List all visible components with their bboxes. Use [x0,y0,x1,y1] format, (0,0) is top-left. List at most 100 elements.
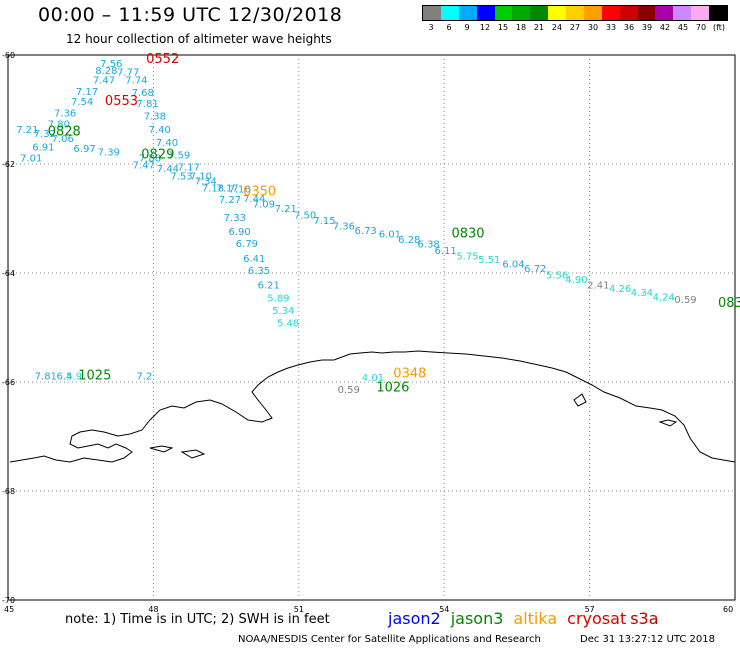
colorbar-label: 6 [446,23,452,32]
wave-height-label: 7.17 [216,183,238,194]
pass-time-label: 0348 [393,367,426,382]
wave-height-label: 7.16 [229,184,251,195]
colorbar-swatch [476,6,495,20]
wave-height-label: 5.9 [66,371,82,382]
latitude-tick-label: -70 [2,596,15,605]
colorbar-swatch [423,6,441,20]
wave-height-label: 7.17 [76,87,98,98]
wave-height-label: 7.36 [333,221,355,232]
satellite-legend-cryosat: cryosat [567,609,627,628]
wave-height-label: 6.28 [398,235,420,246]
wave-height-label: 5.34 [272,306,294,317]
longitude-tick-label: 54 [439,605,449,614]
wave-height-label: 7.80 [48,119,70,130]
latitude-tick-label: -64 [2,269,15,278]
colorbar-swatch [566,6,584,20]
wave-height-label: 6.72 [524,264,546,275]
wave-height-label: 7.38 [144,111,166,122]
longitude-tick-label: 51 [294,605,304,614]
colorbar-swatch [601,6,620,20]
wave-height-label: 7.59 [168,151,190,162]
wave-height-label: 7.09 [253,200,275,211]
wave-height-label: 7.47 [133,160,155,171]
graticule [8,55,735,600]
wave-height-label: 6.4 [56,371,72,382]
wave-height-label: 7.34 [195,177,217,188]
wave-height-label: 7.47 [93,75,115,86]
longitude-tick-label: 45 [4,605,14,614]
wave-height-label: 7.21 [275,204,297,215]
wave-height-label: 7.06 [52,134,74,145]
wave-height-label: 5.56 [546,270,568,281]
satellite-legend: jason2 jason3 altika cryosat s3a [388,609,669,628]
colorbar-label: 15 [497,23,509,32]
wave-height-label: 7.2 [136,371,152,382]
wave-height-label: 7.44 [243,194,265,205]
generated-timestamp: Dec 31 13:27:12 UTC 2018 [580,634,715,645]
longitude-tick-label: 60 [723,605,733,614]
wave-height-label: 7.56 [100,59,122,70]
wave-height-label: 5.51 [478,255,500,266]
colorbar-label: 12 [479,23,491,32]
colorbar-swatch [637,6,656,20]
wave-height-label: 2.41 [587,280,609,291]
wave-height-label: 7.68 [132,88,154,99]
latitude-tick-label: -62 [2,160,15,169]
wave-height-label: 6.11 [435,246,457,257]
wave-height-label: 6.91 [32,142,54,153]
pass-time-label: 0828 [48,125,81,140]
wave-height-label: 4.90 [565,275,587,286]
wave-height-label: 6.38 [418,239,440,250]
longitude-tick-label: 57 [585,605,595,614]
satellite-legend-s3a: s3a [630,609,659,628]
colorbar-swatch [440,6,459,20]
wave-height-label: 8.28 [95,66,117,77]
wave-height-label: 7.39 [98,147,120,158]
wave-height-label: 4.01 [362,373,384,384]
longitude-tick-label: 48 [148,605,158,614]
colorbar-swatch [548,6,566,20]
wave-height-label: 7.81 [136,99,158,110]
wave-height-label: 0.59 [674,295,696,306]
colorbar-label: 45 [677,23,689,32]
colorbar-label: 36 [623,23,635,32]
wave-height-label: 6.35 [248,266,270,277]
colorbar-label: 18 [515,23,527,32]
wave-height-label: 7.18 [202,183,224,194]
latitude-tick-label: -68 [2,487,15,496]
latitude-tick-label: -66 [2,378,15,387]
wave-height-label: 7.54 [71,97,93,108]
colorbar-swatch [512,6,531,20]
wave-height-label: 7.50 [294,211,316,222]
colorbar-swatch [494,6,513,20]
colorbar-label: 24 [551,23,563,32]
wave-height-label: 7.36 [54,109,76,120]
pass-time-label: 1025 [78,368,111,383]
colorbar-labels: 3 6 9 12 15 18 21 24 27 30 33 36 39 42 45 70 (ft) [422,23,728,32]
wave-height-label: 5.48 [277,318,299,329]
colorbar-label: (ft) [712,23,726,32]
colorbar-swatch [655,6,674,20]
wave-height-label: 7.88 [139,153,161,164]
colorbar-label: 70 [695,23,707,32]
wave-height-label: 7.53 [170,171,192,182]
pass-time-label: 0350 [243,185,276,200]
map-title: 00:00 – 11:59 UTC 12/30/2018 [38,4,343,26]
wave-height-label: 6.90 [229,227,251,238]
wave-height-label: 4.26 [609,284,631,295]
satellite-legend-jason2: jason2 [388,609,441,628]
wave-height-label: 4.34 [631,288,653,299]
credit-line: NOAA/NESDIS Center for Satellite Applica… [238,634,541,645]
wave-height-label: 5.75 [456,251,478,262]
wave-height-label: 7.44 [157,164,179,175]
pass-time-label: 0829 [141,148,174,163]
wave-height-label: 6.01 [379,230,401,241]
wave-height-label: 5.89 [267,293,289,304]
colorbar-swatch [709,6,727,20]
colorbar-swatch [691,6,709,20]
colorbar-swatch [458,6,477,20]
wave-height-observations: 7.568.28 7.777.47 7.747.687.177.54 7.817.36… [16,59,696,396]
